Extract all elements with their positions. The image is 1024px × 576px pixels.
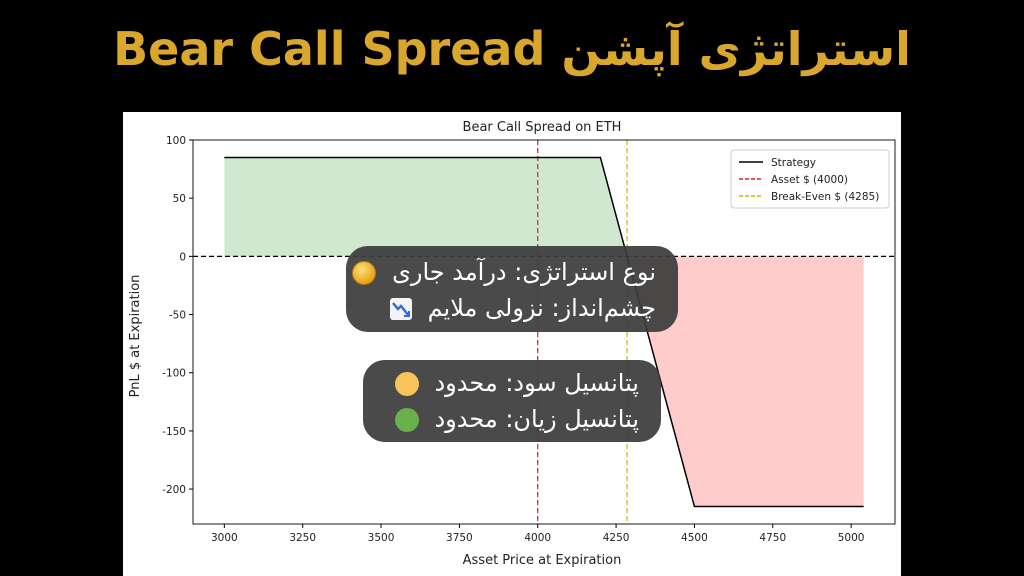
y-tick-label: -150 <box>162 426 186 438</box>
potential-info-box: پتانسیل سود: محدود پتانسیل زیان: محدود <box>363 360 661 442</box>
legend-label: Asset $ (4000) <box>771 174 848 186</box>
chart-decreasing-icon <box>389 298 412 320</box>
page-title: استراتژی آپشن Bear Call Spread <box>113 22 911 76</box>
legend-box <box>730 149 890 209</box>
x-tick-label: 3000 <box>211 532 238 544</box>
x-axis-label: Asset Price at Expiration <box>463 553 622 568</box>
yellow-circle-icon <box>394 372 419 396</box>
loss-potential-text: پتانسیل زیان: محدود <box>434 405 639 433</box>
y-tick-label: -50 <box>169 310 186 322</box>
outlook-line: چشم‌انداز: نزولی ملایم <box>389 290 656 326</box>
coin-icon <box>352 261 377 285</box>
x-tick-label: 3750 <box>446 532 473 544</box>
legend-label: Strategy <box>771 157 816 169</box>
plot-frame <box>192 139 896 525</box>
strategy-type-line: نوع استراتژی: درآمد جاری <box>352 254 656 290</box>
chart-panel: 3000 3250 3500 3750 4000 4250 4500 4750 5000 100 5… <box>123 112 901 576</box>
y-tick-label: -200 <box>162 484 186 496</box>
x-tick-label: 3250 <box>289 532 316 544</box>
x-tick-label: 5000 <box>838 532 865 544</box>
x-tick-label: 4500 <box>681 532 708 544</box>
loss-potential-line: پتانسیل زیان: محدود <box>394 401 639 437</box>
y-tick-label: -100 <box>162 368 186 380</box>
x-tick-label: 4250 <box>603 532 630 544</box>
x-tick-label: 3500 <box>368 532 395 544</box>
legend-label: Break-Even $ (4285) <box>771 191 879 203</box>
y-tick-label: 0 <box>179 251 186 263</box>
x-tick-label: 4750 <box>759 532 786 544</box>
profit-potential-text: پتانسیل سود: محدود <box>434 369 639 397</box>
green-circle-icon <box>394 408 419 432</box>
x-tick-label: 4000 <box>524 532 551 544</box>
y-tick-label: 50 <box>173 193 186 205</box>
strategy-line <box>224 156 864 508</box>
loss-area <box>627 256 864 507</box>
y-tick-label: 100 <box>166 135 186 147</box>
strategy-info-box: نوع استراتژی: درآمد جاری چشم‌انداز: نزول… <box>346 246 678 332</box>
payoff-chart: 3000 3250 3500 3750 4000 4250 4500 4750 5000 100 5… <box>128 120 896 568</box>
outlook-text: چشم‌انداز: نزولی ملایم <box>427 294 656 322</box>
legend: Strategy Asset $ (4000) Break-Even $ (4285… <box>730 149 890 209</box>
profit-area <box>224 157 628 257</box>
chart-title: Bear Call Spread on ETH <box>463 120 622 135</box>
profit-potential-line: پتانسیل سود: محدود <box>394 365 639 401</box>
y-axis-label: PnL $ at Expiration <box>128 275 143 398</box>
strategy-type-text: نوع استراتژی: درآمد جاری <box>392 258 656 286</box>
